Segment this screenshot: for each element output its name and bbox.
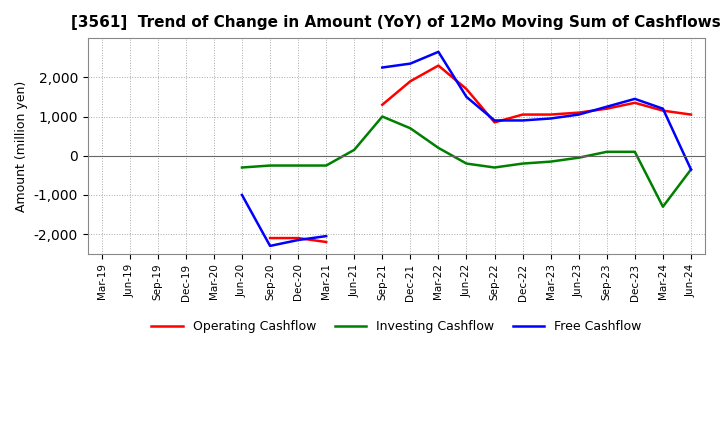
Free Cashflow bbox=[322, 234, 330, 239]
Investing Cashflow bbox=[603, 149, 611, 154]
Investing Cashflow bbox=[631, 149, 639, 154]
Free Cashflow bbox=[294, 238, 302, 243]
Investing Cashflow bbox=[462, 161, 471, 166]
Investing Cashflow bbox=[490, 165, 499, 170]
Investing Cashflow bbox=[378, 114, 387, 119]
Investing Cashflow bbox=[687, 167, 696, 172]
Free Cashflow bbox=[238, 192, 246, 198]
Investing Cashflow bbox=[546, 159, 555, 164]
Investing Cashflow bbox=[406, 126, 415, 131]
Legend: Operating Cashflow, Investing Cashflow, Free Cashflow: Operating Cashflow, Investing Cashflow, … bbox=[146, 315, 647, 338]
Title: [3561]  Trend of Change in Amount (YoY) of 12Mo Moving Sum of Cashflows: [3561] Trend of Change in Amount (YoY) o… bbox=[71, 15, 720, 30]
Line: Free Cashflow: Free Cashflow bbox=[242, 195, 326, 246]
Investing Cashflow bbox=[659, 204, 667, 209]
Investing Cashflow bbox=[266, 163, 274, 168]
Line: Investing Cashflow: Investing Cashflow bbox=[242, 117, 691, 207]
Investing Cashflow bbox=[294, 163, 302, 168]
Y-axis label: Amount (million yen): Amount (million yen) bbox=[15, 81, 28, 212]
Investing Cashflow bbox=[238, 165, 246, 170]
Investing Cashflow bbox=[575, 155, 583, 160]
Investing Cashflow bbox=[518, 161, 527, 166]
Investing Cashflow bbox=[434, 145, 443, 150]
Investing Cashflow bbox=[350, 147, 359, 153]
Free Cashflow bbox=[266, 243, 274, 249]
Investing Cashflow bbox=[322, 163, 330, 168]
